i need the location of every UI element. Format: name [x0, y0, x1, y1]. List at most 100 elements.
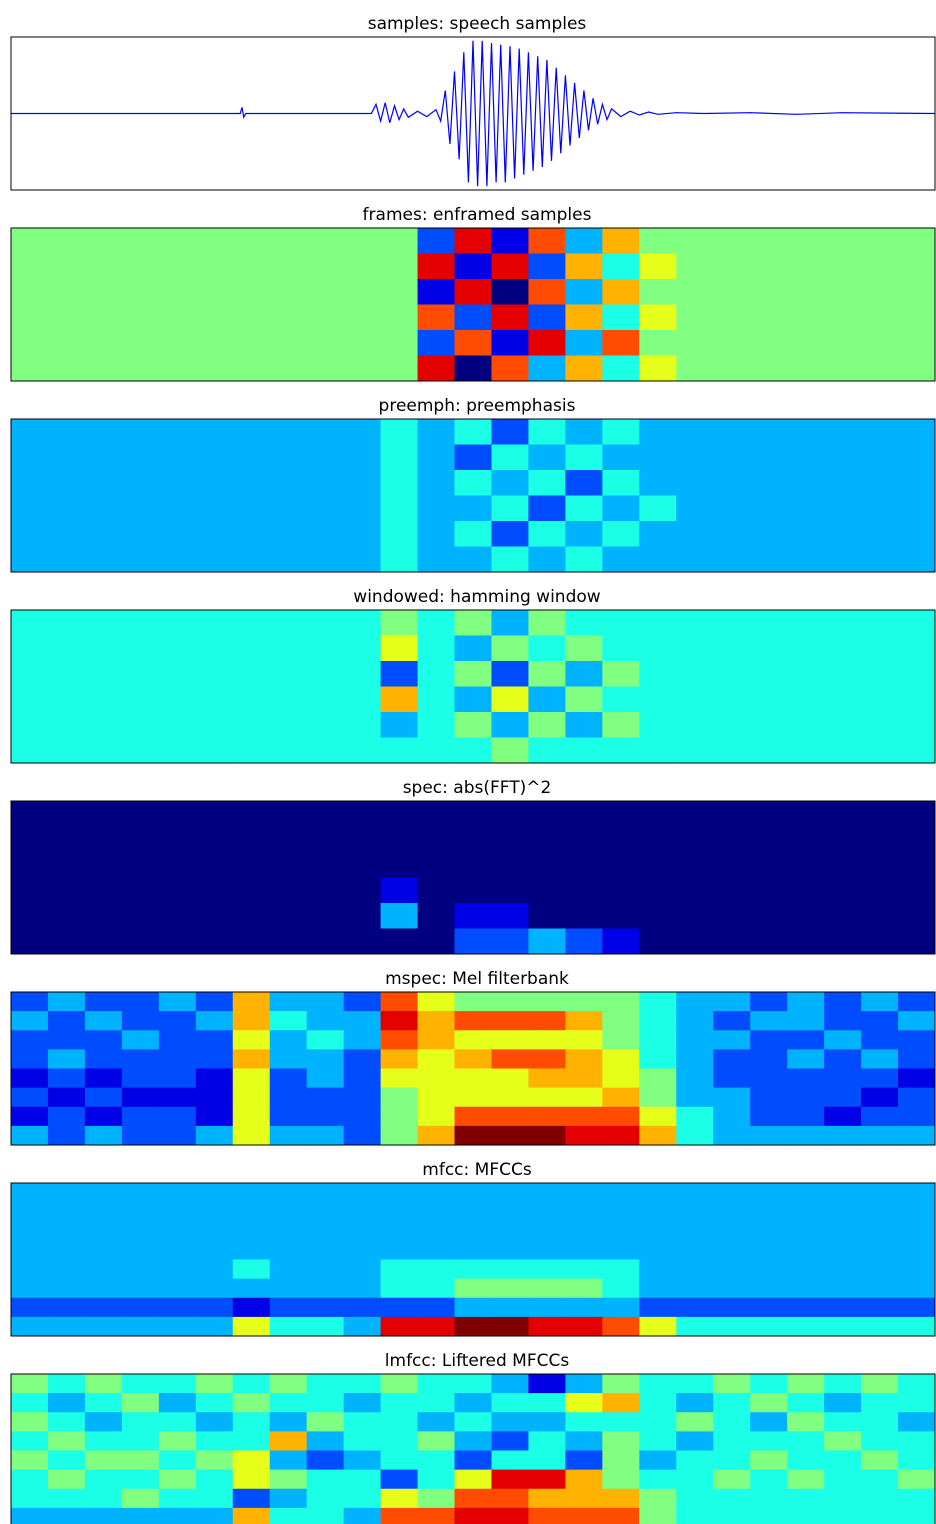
- heatmap-cell: [528, 521, 566, 547]
- heatmap-cell: [417, 1068, 456, 1089]
- heatmap-cell: [47, 1297, 86, 1318]
- heatmap-cell: [417, 253, 456, 280]
- heatmap-cell: [491, 903, 529, 929]
- heatmap-cell: [861, 1393, 899, 1413]
- heatmap-cell: [750, 1488, 788, 1509]
- heatmap-cell: [861, 1488, 899, 1509]
- heatmap-cell: [84, 304, 123, 331]
- heatmap-cell: [454, 928, 492, 955]
- heatmap-cell: [84, 1240, 123, 1261]
- heatmap-cell: [47, 1240, 86, 1261]
- heatmap-cell: [11, 1049, 49, 1070]
- heatmap-cell: [47, 903, 86, 929]
- heatmap-cell: [343, 1240, 382, 1261]
- heatmap-cell: [158, 877, 197, 904]
- heatmap-cell: [861, 877, 899, 904]
- heatmap-cell: [195, 712, 234, 738]
- heatmap-cell: [269, 686, 308, 713]
- heatmap-cell: [121, 1030, 160, 1050]
- heatmap-cell: [861, 1374, 899, 1394]
- heatmap-cell: [158, 737, 197, 764]
- heatmap-cell: [232, 903, 271, 929]
- heatmap-cell: [269, 1240, 308, 1261]
- heatmap-cell: [11, 330, 49, 356]
- heatmap-cell: [417, 1259, 456, 1280]
- heatmap-cell: [269, 1412, 308, 1432]
- heatmap-cell: [121, 521, 160, 547]
- heatmap-cell: [861, 1011, 899, 1031]
- heatmap-cell: [269, 661, 308, 687]
- heatmap-cell: [787, 1412, 825, 1432]
- heatmap-cell: [121, 1393, 160, 1413]
- heatmap-cell: [676, 928, 714, 955]
- heatmap-cell: [491, 610, 529, 636]
- heatmap-cell: [343, 1087, 382, 1108]
- heatmap-cell: [47, 470, 86, 496]
- heatmap-cell: [380, 1259, 419, 1280]
- heatmap-cell: [898, 355, 936, 382]
- heatmap-cell: [195, 546, 234, 573]
- heatmap-cell: [861, 801, 899, 827]
- heatmap-cell: [269, 1106, 308, 1127]
- heatmap-cell: [454, 903, 492, 929]
- heatmap-cell: [787, 253, 825, 280]
- heatmap-cell: [232, 330, 271, 356]
- heatmap-cell: [11, 1125, 49, 1146]
- heatmap-cell: [861, 1049, 899, 1070]
- heatmap-cell: [380, 1068, 419, 1089]
- heatmap-cell: [602, 737, 640, 764]
- heatmap-cell: [195, 1202, 234, 1222]
- heatmap-cell: [232, 228, 271, 254]
- heatmap-cell: [380, 737, 419, 764]
- heatmap-cell: [750, 1011, 788, 1031]
- heatmap-cell: [454, 495, 492, 522]
- heatmap-cell: [676, 1316, 714, 1337]
- heatmap-cell: [676, 903, 714, 929]
- heatmap-cell: [158, 1011, 197, 1031]
- heatmap-cell: [713, 1507, 751, 1524]
- heatmap-cell: [343, 355, 382, 382]
- heatmap-cell: [602, 521, 640, 547]
- heatmap-cell: [269, 877, 308, 904]
- heatmap-cell: [195, 279, 234, 305]
- heatmap-cell: [602, 330, 640, 356]
- heatmap-cell: [343, 903, 382, 929]
- heatmap-cell: [491, 1259, 529, 1280]
- heatmap-cell: [676, 1049, 714, 1070]
- heatmap-cell: [417, 1183, 456, 1203]
- heatmap-cell: [269, 1316, 308, 1337]
- heatmap-cell: [306, 355, 345, 382]
- panel-title: mspec: Mel filterbank: [385, 969, 569, 989]
- heatmap-cell: [861, 1431, 899, 1452]
- heatmap-cell: [269, 1431, 308, 1452]
- heatmap-cell: [454, 419, 492, 445]
- heatmap-cell: [306, 1316, 345, 1337]
- heatmap-cell: [380, 1221, 419, 1241]
- heatmap-cell: [11, 1412, 49, 1432]
- heatmap-cell: [639, 1469, 677, 1490]
- heatmap-cell: [824, 1316, 862, 1337]
- heatmap-cell: [417, 279, 456, 305]
- heatmap-cell: [898, 1412, 936, 1432]
- heatmap-cell: [898, 852, 936, 878]
- heatmap-cell: [454, 686, 492, 713]
- heatmap-cell: [47, 1087, 86, 1108]
- heatmap-cell: [84, 686, 123, 713]
- heatmap-cell: [121, 1221, 160, 1241]
- heatmap-cell: [47, 1507, 86, 1524]
- heatmap-cell: [676, 1450, 714, 1471]
- heatmap-cell: [11, 801, 49, 827]
- heatmap-cell: [11, 1507, 49, 1524]
- heatmap-cell: [121, 852, 160, 878]
- heatmap-cell: [454, 1469, 492, 1490]
- heatmap-cell: [454, 1049, 492, 1070]
- heatmap-cell: [565, 521, 603, 547]
- heatmap-cell: [565, 1068, 603, 1089]
- heatmap-cell: [676, 521, 714, 547]
- heatmap-cell: [11, 279, 49, 305]
- heatmap-cell: [528, 928, 566, 955]
- heatmap-cell: [787, 330, 825, 356]
- heatmap-cell: [343, 1221, 382, 1241]
- heatmap-cell: [47, 1011, 86, 1031]
